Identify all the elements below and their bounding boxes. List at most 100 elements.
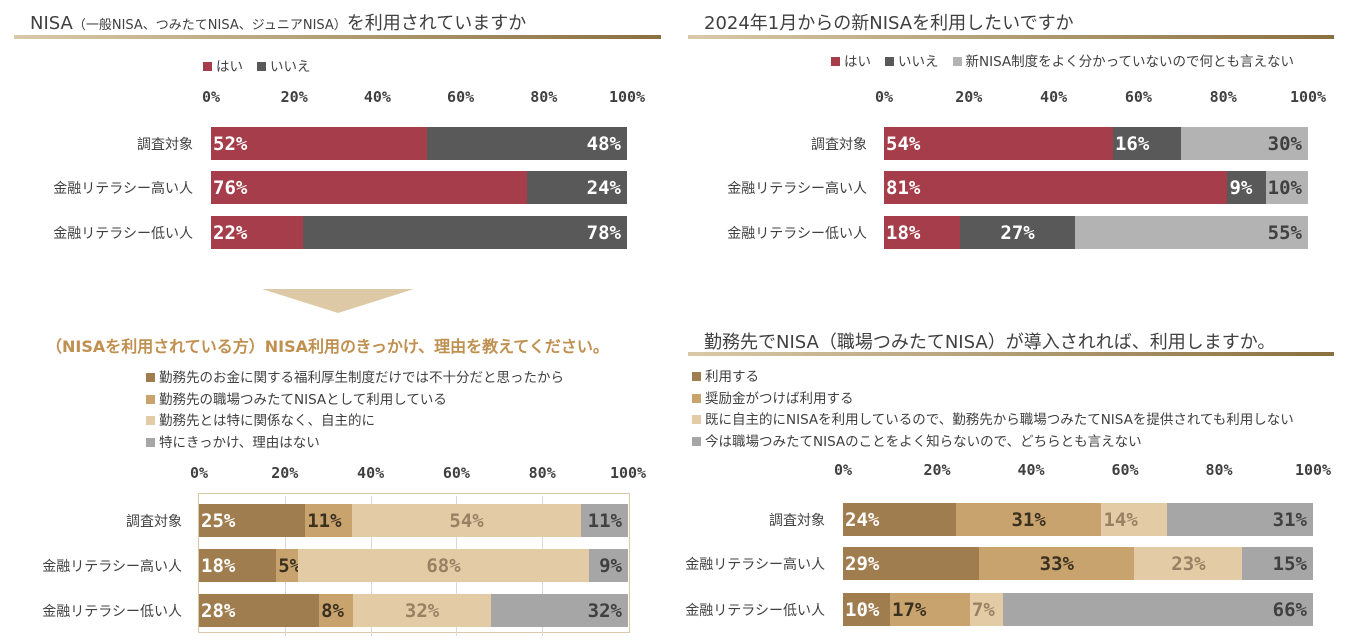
chart-4-data-label: 24% xyxy=(845,508,880,531)
chart-1-x-tick: 60% xyxy=(447,88,475,106)
chart-4-legend-label: 今は職場つみたてNISAのことをよく知らないので、どちらとも言えない xyxy=(705,433,1142,450)
chart-4-title-rule xyxy=(688,352,1334,356)
chart-4-bar: 29% 33% 23% 15% xyxy=(843,547,1313,580)
chart-1-title: NISA（一般NISA、つみたてNISA、ジュニアNISA）を利用されていますか xyxy=(30,9,526,35)
chart-4-data-label: 10% xyxy=(845,598,880,621)
chart-2-bar-segment: 18% xyxy=(884,216,961,249)
chart-4-legend-swatch xyxy=(692,436,701,446)
chart-2-legend-item: はい xyxy=(831,50,871,70)
chart-3-bar-segment: 32% xyxy=(490,594,628,627)
chart-1-category-label: 金融リテラシー高い人 xyxy=(53,181,193,197)
chart-3-data-label: 54% xyxy=(449,509,484,532)
chart-2-x-tick: 20% xyxy=(955,88,983,106)
chart-2-data-label: 81% xyxy=(886,176,921,199)
chart-2-legend-swatch xyxy=(952,57,962,66)
chart-4-x-tick: 100% xyxy=(1294,461,1332,479)
chart-3-category-label: 調査対象 xyxy=(126,514,182,530)
chart-4-legend-swatch xyxy=(692,393,701,403)
chart-3-legend-label: 勤務先の職場つみたてNISAとして利用している xyxy=(159,391,447,408)
chart-4-data-label: 29% xyxy=(845,552,880,575)
chart-1-bar-segment: 24% xyxy=(527,171,627,204)
chart-1-legend-label: はい xyxy=(216,59,243,75)
chart-3-bar-segment: 8% xyxy=(319,594,354,627)
chart-2-x-tick: 100% xyxy=(1289,88,1327,106)
chart-1-category-label: 調査対象 xyxy=(137,137,193,153)
chart-4-bar-segment: 31% xyxy=(1167,503,1313,536)
chart-1-category-label: 金融リテラシー低い人 xyxy=(53,226,193,242)
chart-4-bar-segment: 66% xyxy=(1002,593,1313,626)
chart-3-x-tick: 20% xyxy=(271,464,299,482)
chart-2-bar-segment: 55% xyxy=(1074,216,1308,249)
chart-2-bar-segment: 16% xyxy=(1112,127,1181,160)
chart-1-bar: 22% 78% xyxy=(211,216,627,249)
chart-4-bar-segment: 23% xyxy=(1134,547,1243,580)
chart-2-legend-label: 新NISA制度をよく分かっていないので何とも言えない xyxy=(965,54,1294,70)
chart-2-title-rule xyxy=(688,35,1334,39)
chart-4-data-label: 33% xyxy=(1039,552,1075,575)
chart-4-data-label: 15% xyxy=(1272,552,1307,575)
chart-2-data-label: 10% xyxy=(1267,176,1302,199)
chart-2-category-label: 調査対象 xyxy=(811,137,867,153)
chart-2-category-label: 金融リテラシー低い人 xyxy=(727,226,867,242)
chart-4-legend-item: 利用する xyxy=(692,367,1294,389)
chart-1-title-sub: （一般NISA、つみたてNISA、ジュニアNISA） xyxy=(72,18,347,33)
chart-3-legend-item: 勤務先とは特に関係なく、自主的に xyxy=(146,411,564,433)
chart-2-data-label: 55% xyxy=(1267,221,1302,244)
chart-4-bar-segment: 33% xyxy=(979,547,1135,580)
chart-2-data-label: 27% xyxy=(1000,221,1035,244)
chart-4-title: 勤務先でNISA（職場つみたてNISA）が導入されれば、利用しますか。 xyxy=(704,332,1276,353)
chart-2-x-tick: 0% xyxy=(874,88,894,106)
chart-3-bar-segment: 11% xyxy=(581,504,628,537)
chart-2-legend-label: いいえ xyxy=(898,54,939,70)
chart-2-bar: 54% 16% 30% xyxy=(884,127,1308,160)
down-arrow-icon xyxy=(262,289,414,313)
chart-2-x-tick: 40% xyxy=(1040,88,1068,106)
chart-4-x-tick: 20% xyxy=(923,461,951,479)
chart-3-category-label: 金融リテラシー低い人 xyxy=(42,604,182,620)
chart-4-legend-item: 今は職場つみたてNISAのことをよく知らないので、どちらとも言えない xyxy=(692,432,1294,454)
chart-4-legend-item: 奨励金がつけば利用する xyxy=(692,389,1294,411)
chart-3-x-tick: 40% xyxy=(357,464,385,482)
chart-2-data-label: 54% xyxy=(886,132,921,155)
chart-3-legend-label: 勤務先のお金に関する福利厚生制度だけでは不十分だと思ったから xyxy=(159,370,564,386)
chart-1-data-label: 52% xyxy=(213,132,248,155)
chart-3-bar-segment: 32% xyxy=(353,594,491,627)
chart-2-legend-item: いいえ xyxy=(885,50,939,70)
chart-1-legend-swatch xyxy=(257,62,266,71)
chart-3-bar-segment: 68% xyxy=(297,549,590,582)
chart-3-data-label: 11% xyxy=(307,509,342,532)
chart-3-legend: 勤務先のお金に関する福利厚生制度だけでは不十分だと思ったから 勤務先の職場つみたて… xyxy=(146,368,564,454)
chart-3-legend-item: 勤務先のお金に関する福利厚生制度だけでは不十分だと思ったから xyxy=(146,368,564,390)
chart-3-data-label: 32% xyxy=(404,599,440,622)
chart-1-bar-segment: 52% xyxy=(211,127,428,160)
chart-1-data-label: 22% xyxy=(213,221,248,244)
chart-1-bar-segment: 76% xyxy=(211,171,528,204)
chart-3-data-label: 9% xyxy=(599,554,622,577)
chart-3-data-label: 18% xyxy=(201,554,236,577)
chart-2-bar-segment: 10% xyxy=(1265,171,1308,204)
chart-2-bar-segment: 9% xyxy=(1227,171,1266,204)
chart-2-data-label: 9% xyxy=(1229,176,1253,199)
chart-3-x-tick: 60% xyxy=(442,464,470,482)
chart-3-legend-swatch xyxy=(146,416,155,425)
chart-3-bar-segment: 9% xyxy=(589,549,628,582)
chart-3-bar: 25% 11% 54% 11% xyxy=(199,504,628,537)
chart-4-legend-label: 奨励金がつけば利用する xyxy=(705,390,854,407)
chart-4-legend-label: 既に自主的にNISAを利用しているので、勤務先から職場つみたてNISAを提供され… xyxy=(705,412,1294,428)
chart-1-legend-label: いいえ xyxy=(270,59,311,75)
chart-1-x-tick: 40% xyxy=(363,88,391,106)
chart-4-bar-segment: 17% xyxy=(890,593,970,626)
chart-2-category-label: 金融リテラシー高い人 xyxy=(727,181,867,197)
chart-1-legend-item: いいえ xyxy=(257,55,311,75)
chart-1-bar: 76% 24% xyxy=(211,171,627,204)
chart-3-data-label: 8% xyxy=(321,599,344,622)
chart-2-x-tick: 60% xyxy=(1124,88,1152,106)
chart-1-title-main: NISA xyxy=(30,13,73,34)
chart-3-data-label: 5% xyxy=(278,554,302,577)
chart-4-data-label: 31% xyxy=(1272,508,1307,531)
chart-1-legend-swatch xyxy=(203,62,212,71)
chart-4-legend-label: 利用する xyxy=(705,369,759,385)
chart-3-data-label: 32% xyxy=(587,599,622,622)
chart-3-data-label: 11% xyxy=(587,509,622,532)
chart-3-title: （NISAを利用されている方）NISA利用のきっかけ、理由を教えてください。 xyxy=(46,337,609,356)
